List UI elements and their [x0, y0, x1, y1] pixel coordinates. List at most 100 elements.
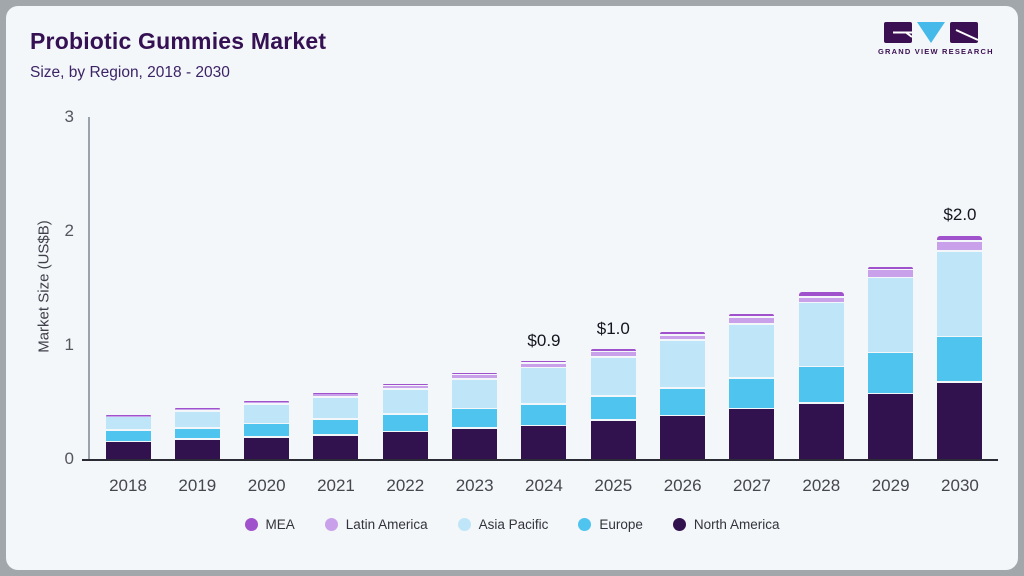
- gvr-logo-icon: [884, 22, 979, 43]
- bar-segment-asia-pacific: [868, 278, 914, 352]
- bar-segment-europe: [174, 428, 220, 439]
- legend-swatch-mea-icon: [244, 518, 258, 531]
- bar-segment-latin-america: [660, 335, 706, 340]
- bar-segment-latin-america: [174, 409, 220, 411]
- bar-segment-asia-pacific: [798, 303, 844, 366]
- bar-total-label: $1.0: [596, 318, 630, 338]
- bar-segment-europe: [521, 404, 567, 425]
- bar-segment-europe: [729, 378, 775, 408]
- bar-segment-asia-pacific: [105, 417, 151, 430]
- bar-segment-asia-pacific: [244, 404, 290, 423]
- x-axis-label: 2025: [594, 476, 633, 495]
- bar-segment-latin-america: [590, 352, 636, 357]
- bar-segment-asia-pacific: [313, 397, 359, 418]
- bar-segment-mea: [868, 266, 914, 269]
- bar-segment-europe: [244, 424, 290, 437]
- bar-total-label: $2.0: [943, 205, 977, 225]
- legend-item-mea: MEA: [244, 517, 295, 532]
- bar-segment-europe: [313, 419, 359, 434]
- x-axis-label: 2018: [109, 476, 147, 495]
- legend-swatch-north-america-icon: [672, 518, 686, 531]
- bar-segment-mea: [105, 415, 151, 416]
- bar-segment-north-america: [868, 394, 914, 459]
- legend-item-north-america: North America: [672, 517, 780, 532]
- bar-segment-mea: [937, 236, 983, 241]
- bar-segment-europe: [660, 388, 706, 415]
- legend-swatch-latin-america-icon: [324, 518, 338, 531]
- x-axis-label: 2026: [663, 476, 702, 495]
- x-axis-label: 2028: [802, 476, 841, 495]
- bar-segment-mea: [452, 372, 498, 374]
- bar-segment-asia-pacific: [521, 368, 567, 404]
- x-axis-label: 2024: [525, 476, 563, 495]
- chart-card: Probiotic Gummies Market Size, by Region…: [6, 6, 1018, 570]
- bar-segment-asia-pacific: [729, 324, 775, 377]
- bar-segment-mea: [521, 361, 567, 363]
- bar-segment-latin-america: [452, 375, 498, 379]
- bar-segment-north-america: [521, 426, 567, 459]
- bar-segment-north-america: [105, 442, 151, 459]
- bar-segment-asia-pacific: [590, 358, 636, 396]
- bar-segment-latin-america: [798, 297, 844, 302]
- bar-segment-mea: [798, 292, 844, 296]
- bar-segment-asia-pacific: [660, 340, 706, 388]
- bar-segment-asia-pacific: [452, 379, 498, 408]
- bar-segment-north-america: [729, 409, 775, 459]
- x-axis-label: 2019: [178, 476, 217, 495]
- bar-segment-asia-pacific: [937, 251, 983, 336]
- legend-label: MEA: [265, 517, 295, 532]
- bar-segment-north-america: [660, 416, 706, 459]
- bar-segment-latin-america: [729, 318, 775, 324]
- bar-segment-europe: [868, 353, 914, 393]
- bar-segment-mea: [382, 384, 428, 386]
- legend-swatch-europe-icon: [578, 518, 592, 531]
- bar-segment-europe: [105, 430, 151, 441]
- bar-segment-north-america: [798, 403, 844, 459]
- bar-segment-asia-pacific: [174, 411, 220, 428]
- bar-segment-latin-america: [244, 401, 290, 404]
- bar-segment-north-america: [452, 428, 498, 459]
- bar-segment-latin-america: [313, 394, 359, 397]
- legend-label: Asia Pacific: [478, 517, 549, 532]
- legend-item-latin-america: Latin America: [324, 517, 428, 532]
- bar-segment-europe: [452, 409, 498, 428]
- legend-label: Europe: [599, 517, 643, 532]
- y-tick-label: 3: [64, 107, 74, 126]
- legend-label: North America: [693, 517, 780, 532]
- bar-segment-latin-america: [937, 241, 983, 251]
- legend-item-asia-pacific: Asia Pacific: [457, 517, 549, 532]
- bar-segment-north-america: [244, 437, 290, 459]
- bar-segment-europe: [937, 337, 983, 382]
- bar-segment-mea: [174, 408, 220, 410]
- x-axis-label: 2021: [317, 476, 355, 495]
- bar-total-label: $0.9: [527, 330, 561, 350]
- bar-segment-north-america: [382, 432, 428, 459]
- bar-segment-mea: [729, 313, 775, 317]
- bar-segment-europe: [382, 415, 428, 431]
- page-subtitle: Size, by Region, 2018 - 2030: [30, 64, 230, 81]
- page-title: Probiotic Gummies Market: [30, 28, 327, 54]
- x-axis-label: 2029: [871, 476, 910, 495]
- bar-segment-north-america: [937, 383, 983, 459]
- legend-item-europe: Europe: [578, 517, 643, 532]
- x-axis-label: 2020: [247, 476, 286, 495]
- y-tick-label: 1: [64, 335, 74, 354]
- bar-segment-latin-america: [105, 415, 151, 417]
- legend: MEA Latin America Asia Pacific Europe North …: [6, 517, 1018, 532]
- grand-view-research-logo: GRAND VIEW RESEARCH: [878, 22, 994, 56]
- x-axis-label: 2022: [386, 476, 425, 495]
- y-axis-line: [88, 117, 90, 461]
- bar-segment-asia-pacific: [382, 389, 428, 414]
- y-tick-label: 0: [64, 449, 74, 468]
- legend-swatch-asia-pacific-icon: [457, 518, 471, 531]
- bar-segment-north-america: [313, 435, 359, 459]
- x-axis-label: 2030: [941, 476, 979, 495]
- bar-segment-europe: [798, 367, 844, 402]
- bar-segment-north-america: [590, 420, 636, 459]
- bar-segment-north-america: [174, 440, 220, 459]
- x-axis-label: 2027: [733, 476, 771, 495]
- y-tick-label: 2: [64, 221, 74, 240]
- x-axis-label: 2023: [455, 476, 494, 495]
- bar-segment-mea: [660, 332, 706, 335]
- logo-text: GRAND VIEW RESEARCH: [878, 47, 994, 56]
